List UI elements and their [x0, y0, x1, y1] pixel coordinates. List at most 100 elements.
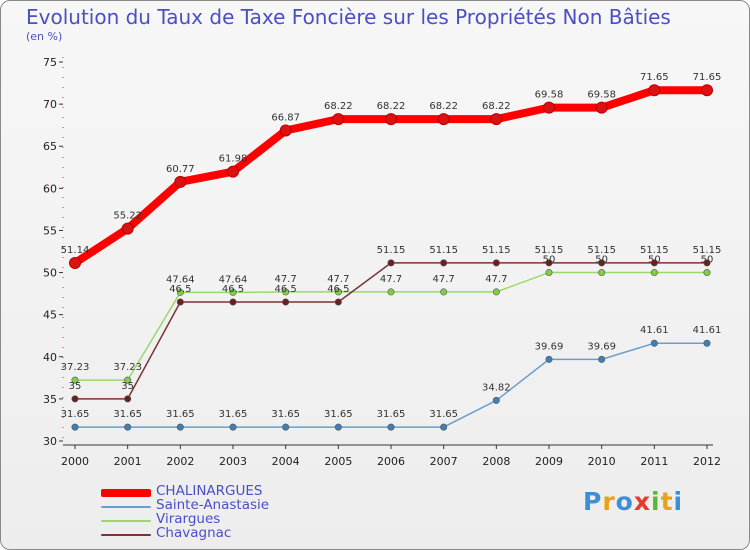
data-point — [492, 259, 500, 267]
data-point — [598, 355, 606, 363]
data-label: 71.65 — [693, 72, 722, 83]
data-point — [121, 222, 134, 235]
data-label: 50 — [648, 255, 661, 266]
data-label: 47.64 — [166, 274, 195, 285]
data-label: 41.61 — [640, 325, 669, 336]
data-label: 51.15 — [640, 245, 669, 256]
y-tick-label: 55 — [43, 224, 57, 237]
data-point — [545, 259, 553, 267]
data-point — [282, 298, 290, 306]
x-tick-label: 2005 — [324, 455, 352, 468]
logo-letter: r — [602, 487, 616, 516]
data-point — [229, 298, 237, 306]
data-point — [598, 259, 606, 267]
data-label: 47.64 — [219, 274, 248, 285]
data-point — [701, 84, 713, 97]
y-tick-label: 35 — [43, 393, 57, 406]
data-point — [124, 395, 132, 403]
data-label: 47.7 — [485, 274, 507, 285]
data-label: 51.15 — [377, 245, 406, 256]
data-point — [229, 423, 237, 431]
data-point — [490, 113, 503, 126]
data-label: 37.23 — [113, 362, 142, 373]
data-point — [176, 288, 184, 296]
data-point — [279, 124, 292, 137]
data-point — [492, 288, 500, 296]
data-label: 31.65 — [377, 409, 406, 420]
data-label: 31.65 — [166, 409, 195, 420]
data-point — [703, 259, 711, 267]
data-point — [176, 298, 184, 306]
data-point — [648, 84, 661, 97]
logo-letter: i — [651, 487, 661, 516]
legend-swatch — [101, 506, 151, 508]
data-point — [176, 423, 184, 431]
data-label: 61.98 — [219, 154, 248, 165]
data-point — [595, 101, 608, 114]
data-label: 51.15 — [429, 245, 458, 256]
data-label: 39.69 — [535, 341, 564, 352]
data-point — [332, 113, 345, 126]
data-label: 47.7 — [275, 274, 297, 285]
unit-label: (en %) — [26, 30, 63, 43]
data-point — [334, 298, 342, 306]
data-point — [69, 256, 81, 269]
data-label: 51.14 — [61, 245, 90, 256]
data-point — [703, 339, 711, 347]
data-label: 41.61 — [693, 325, 722, 336]
proxiti-logo: Proxiti — [583, 487, 683, 516]
data-point — [545, 355, 553, 363]
data-point — [440, 423, 448, 431]
logo-letter: x — [633, 487, 651, 516]
data-label: 71.65 — [640, 72, 669, 83]
y-tick-label: 75 — [43, 56, 57, 69]
data-label: 37.23 — [61, 362, 90, 373]
data-label: 31.65 — [219, 409, 248, 420]
data-label: 35 — [69, 381, 82, 392]
x-tick-label: 2001 — [114, 455, 142, 468]
data-point — [174, 175, 187, 188]
data-point — [229, 288, 237, 296]
data-label: 69.58 — [587, 90, 616, 101]
data-point — [71, 423, 79, 431]
legend-label: Virargues — [156, 511, 221, 527]
logo-letter: o — [615, 487, 634, 516]
data-label: 51.15 — [693, 245, 722, 256]
data-label: 66.87 — [271, 112, 300, 123]
data-label: 31.65 — [429, 409, 458, 420]
x-tick-label: 2006 — [377, 455, 405, 468]
data-point — [387, 423, 395, 431]
y-tick-label: 70 — [43, 98, 57, 111]
x-tick-label: 2012 — [693, 455, 721, 468]
data-label: 69.58 — [535, 90, 564, 101]
data-point — [650, 259, 658, 267]
x-tick-label: 2002 — [166, 455, 194, 468]
data-point — [598, 269, 606, 277]
data-point — [227, 165, 239, 178]
x-tick-label: 2007 — [430, 455, 458, 468]
data-point — [124, 376, 132, 384]
data-label: 68.22 — [377, 101, 406, 112]
data-label: 60.77 — [166, 164, 195, 175]
data-point — [387, 288, 395, 296]
x-tick-label: 2000 — [61, 455, 89, 468]
y-tick-label: 40 — [43, 351, 57, 364]
data-point — [71, 376, 79, 384]
data-label: 39.69 — [587, 341, 616, 352]
data-point — [437, 113, 450, 126]
data-label: 47.7 — [380, 274, 402, 285]
data-point — [334, 423, 342, 431]
legend-swatch — [101, 520, 151, 522]
y-tick-label: 65 — [43, 140, 57, 153]
data-label: 46.5 — [275, 284, 297, 295]
data-point — [440, 288, 448, 296]
data-point — [543, 101, 555, 114]
data-label: 50 — [543, 255, 556, 266]
data-point — [545, 269, 553, 277]
logo-letter: t — [660, 487, 674, 516]
logo-letter: i — [673, 487, 684, 516]
data-point — [387, 259, 395, 267]
legend-label: CHALINARGUES — [156, 483, 263, 499]
